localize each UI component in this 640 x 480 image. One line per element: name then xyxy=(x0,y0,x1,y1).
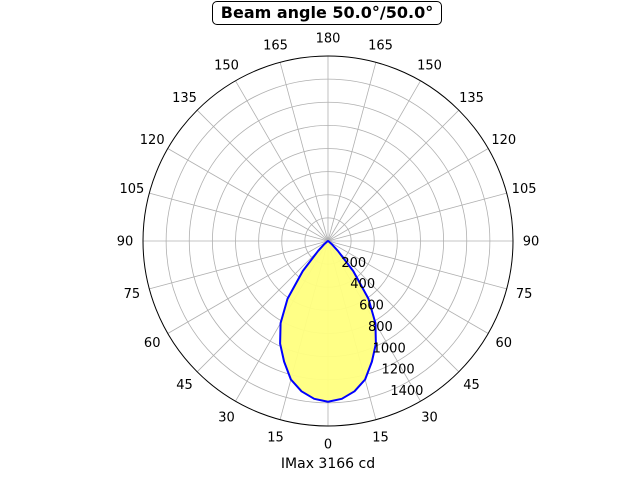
angle-tick-label-225: 135 xyxy=(172,91,197,106)
radial-tick-label-400: 400 xyxy=(350,277,375,292)
angle-tick-label-120: 120 xyxy=(491,133,516,148)
angular-gridline-105 xyxy=(327,192,507,242)
radial-tick-label-1400: 1400 xyxy=(390,384,423,399)
angle-tick-label-330: 30 xyxy=(218,410,235,425)
angular-gridline-60 xyxy=(327,240,489,334)
angular-gridline-120 xyxy=(327,148,489,242)
radial-tick-label-800: 800 xyxy=(368,320,393,335)
angular-gridline-285 xyxy=(149,240,329,290)
angular-gridline-210 xyxy=(235,80,329,242)
angular-gridline-45 xyxy=(327,240,460,373)
angle-tick-label-0: 0 xyxy=(324,438,332,453)
angle-tick-label-90: 90 xyxy=(523,235,540,250)
angle-tick-label-315: 45 xyxy=(176,378,193,393)
angle-tick-label-285: 75 xyxy=(124,287,141,302)
polar-frame xyxy=(142,55,514,427)
angle-tick-label-300: 60 xyxy=(144,336,161,351)
angle-tick-label-255: 105 xyxy=(119,182,144,197)
angular-gridline-255 xyxy=(149,192,329,242)
angular-gridline-225 xyxy=(196,109,329,242)
intensity-curve-layer xyxy=(279,240,377,403)
polar-axis-frame xyxy=(142,55,514,427)
angle-tick-label-180: 180 xyxy=(316,32,341,47)
angle-tick-label-45: 45 xyxy=(463,378,480,393)
angle-tick-label-210: 150 xyxy=(214,59,239,74)
angle-tick-label-75: 75 xyxy=(516,287,533,302)
radial-tick-label-1200: 1200 xyxy=(382,363,415,378)
angle-tick-label-195: 165 xyxy=(263,38,288,53)
tick-labels: 0 15 30 45 60 75 90 105 120 135 150 165 180 165 150 135… xyxy=(117,32,540,453)
angle-tick-label-165: 165 xyxy=(368,38,393,53)
angle-tick-label-345: 15 xyxy=(267,431,284,446)
radial-tick-label-600: 600 xyxy=(359,299,384,314)
angle-tick-label-30: 30 xyxy=(421,410,438,425)
angular-gridline-165 xyxy=(327,62,377,242)
angular-gridline-135 xyxy=(327,109,460,242)
angle-tick-label-60: 60 xyxy=(496,336,513,351)
x-axis-label: IMax 3166 cd xyxy=(280,456,376,472)
angle-tick-label-240: 120 xyxy=(140,133,165,148)
chart-title: Beam angle 50.0°/50.0° xyxy=(212,1,442,25)
radial-tick-label-1000: 1000 xyxy=(373,341,406,356)
angular-gridline-300 xyxy=(167,240,329,334)
angular-gridline-240 xyxy=(167,148,329,242)
series-fill-0 xyxy=(280,241,376,402)
angular-gridline-315 xyxy=(196,240,329,373)
angular-gridline-150 xyxy=(327,80,421,242)
angle-tick-label-150: 150 xyxy=(417,59,442,74)
angular-gridline-75 xyxy=(327,240,507,290)
angle-tick-label-135: 135 xyxy=(459,91,484,106)
angle-tick-label-105: 105 xyxy=(512,182,537,197)
angle-tick-label-270: 90 xyxy=(117,235,134,250)
radial-tick-label-200: 200 xyxy=(341,256,366,271)
angular-gridline-195 xyxy=(279,62,329,242)
angle-tick-label-15: 15 xyxy=(372,431,389,446)
